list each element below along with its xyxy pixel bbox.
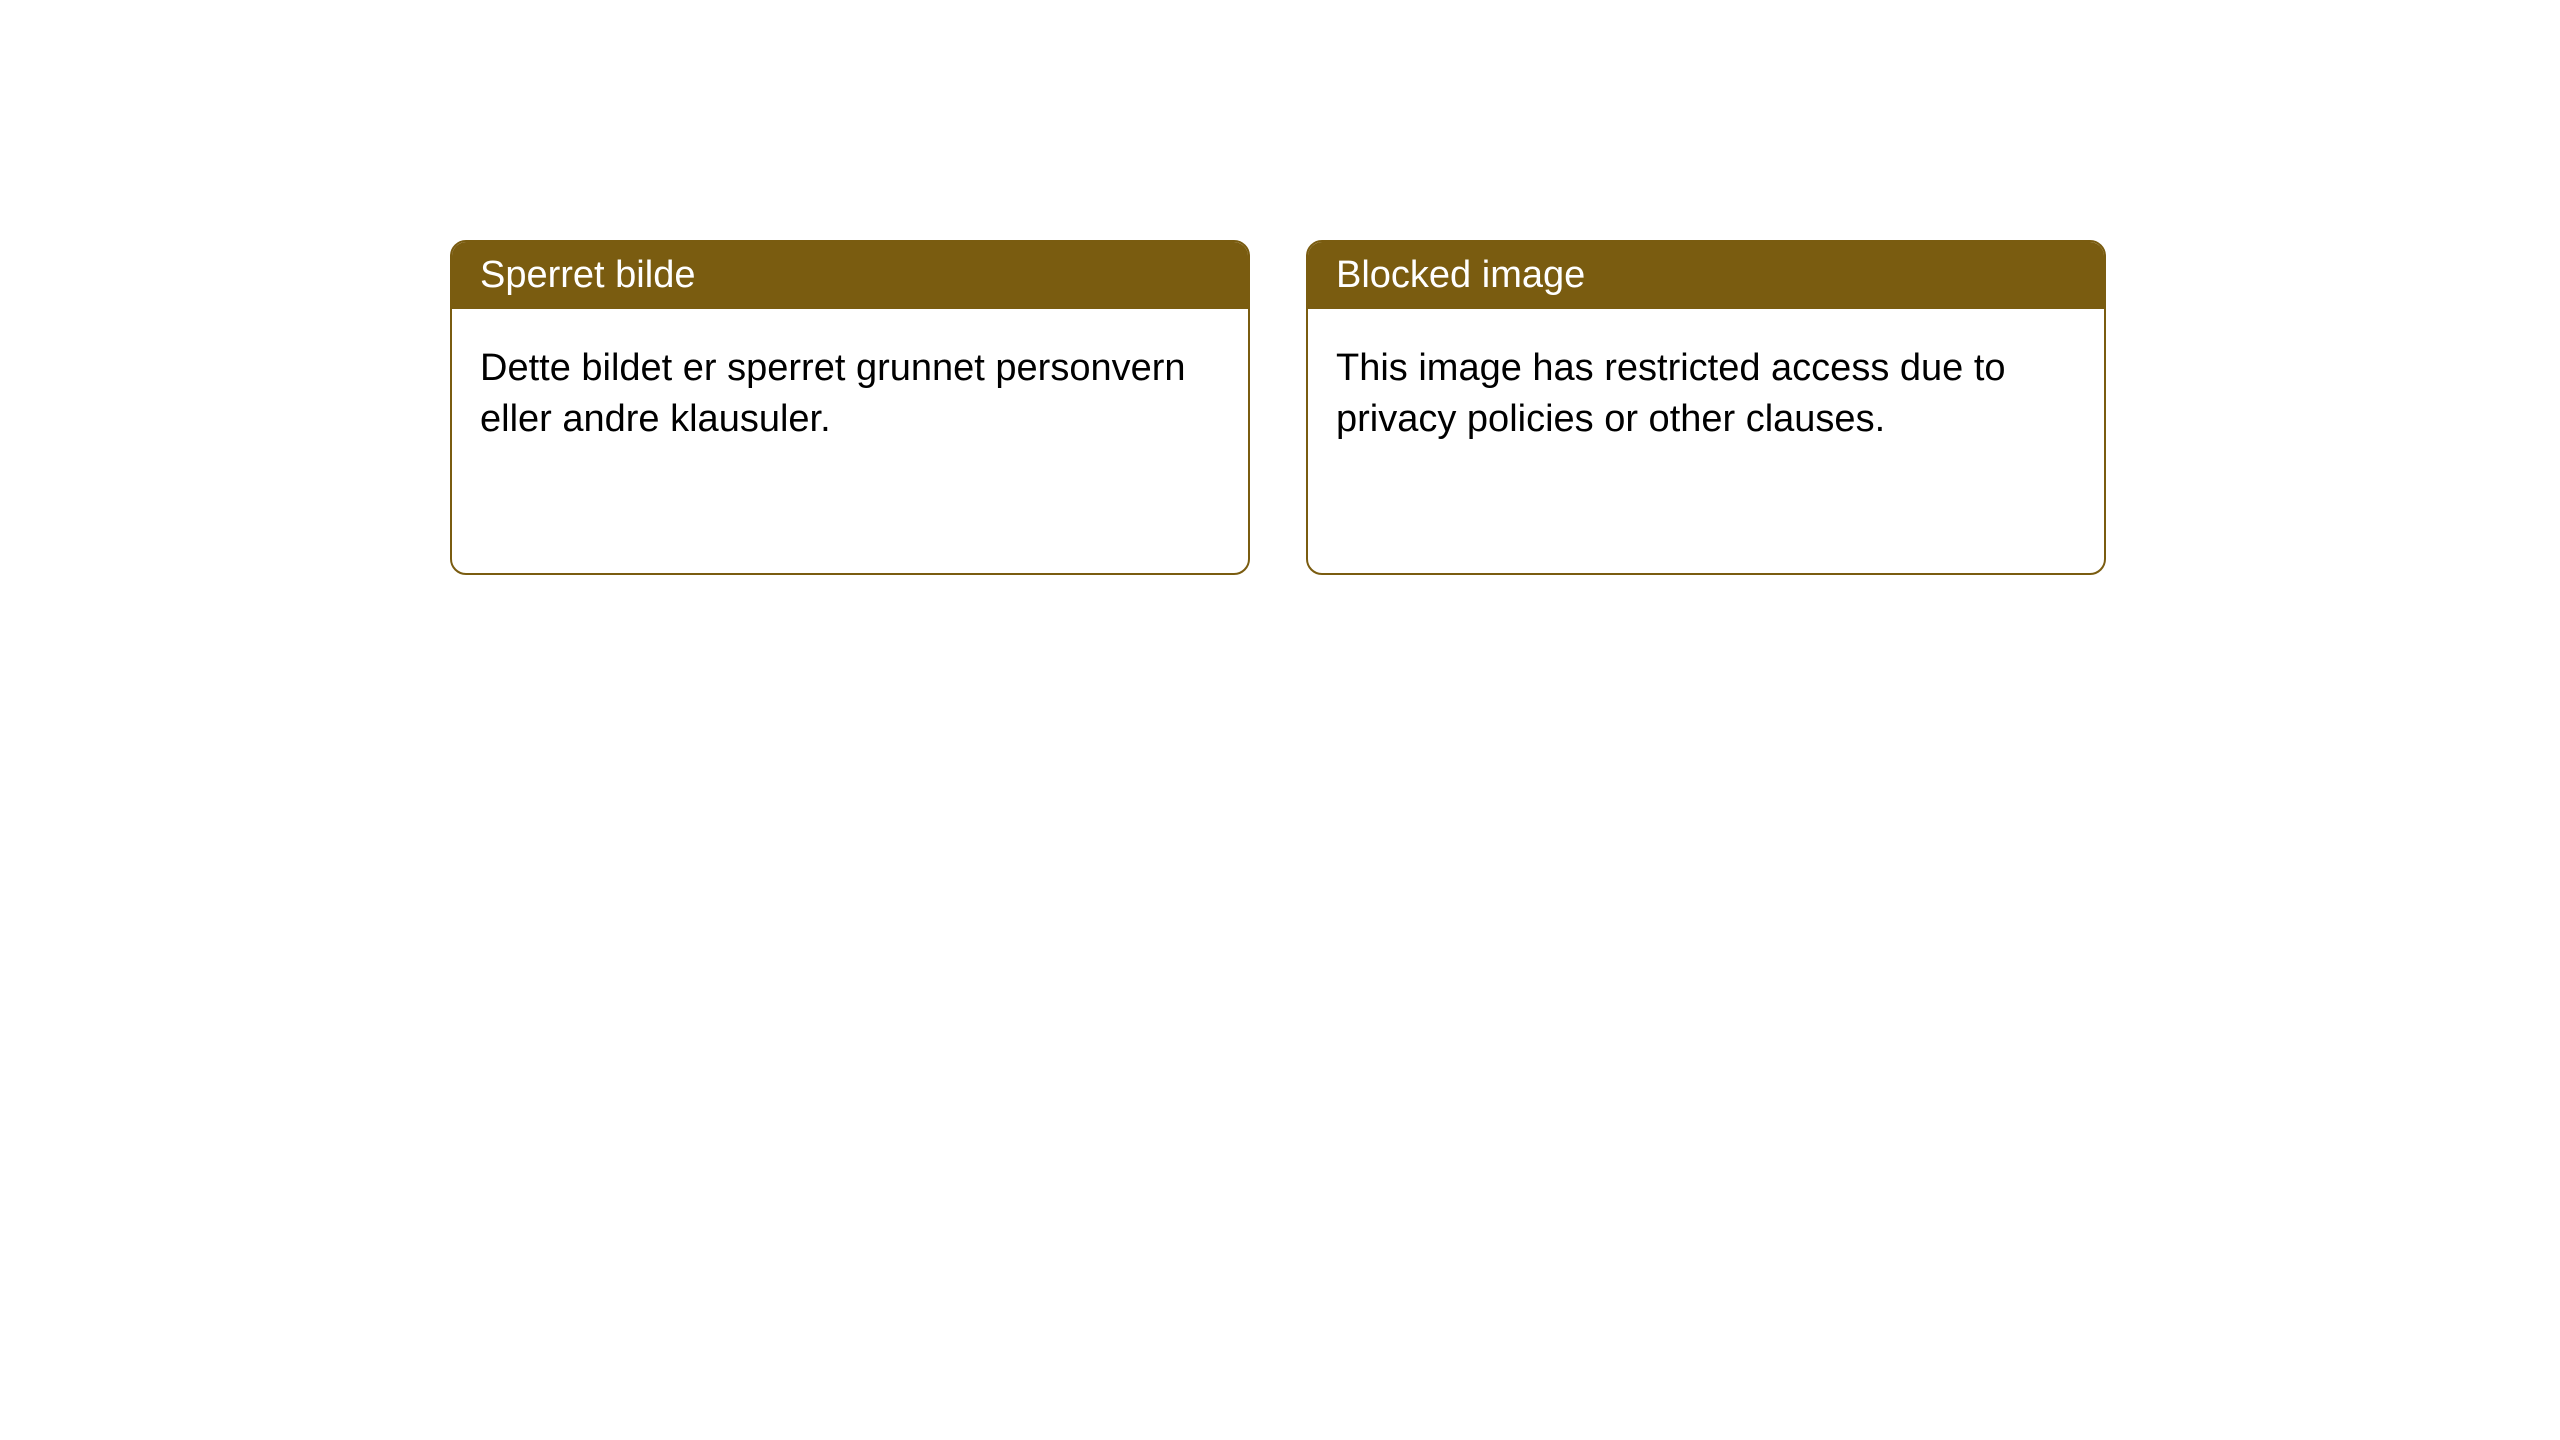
- notice-title-norwegian: Sperret bilde: [480, 254, 695, 296]
- notice-header-english: Blocked image: [1308, 242, 2104, 309]
- notice-header-norwegian: Sperret bilde: [452, 242, 1248, 309]
- notice-text-norwegian: Dette bildet er sperret grunnet personve…: [480, 347, 1186, 440]
- notice-card-norwegian: Sperret bilde Dette bildet er sperret gr…: [450, 240, 1250, 575]
- notice-body-norwegian: Dette bildet er sperret grunnet personve…: [452, 309, 1248, 480]
- notice-container: Sperret bilde Dette bildet er sperret gr…: [0, 0, 2560, 575]
- notice-card-english: Blocked image This image has restricted …: [1306, 240, 2106, 575]
- notice-title-english: Blocked image: [1336, 254, 1585, 296]
- notice-text-english: This image has restricted access due to …: [1336, 347, 2006, 440]
- notice-body-english: This image has restricted access due to …: [1308, 309, 2104, 480]
